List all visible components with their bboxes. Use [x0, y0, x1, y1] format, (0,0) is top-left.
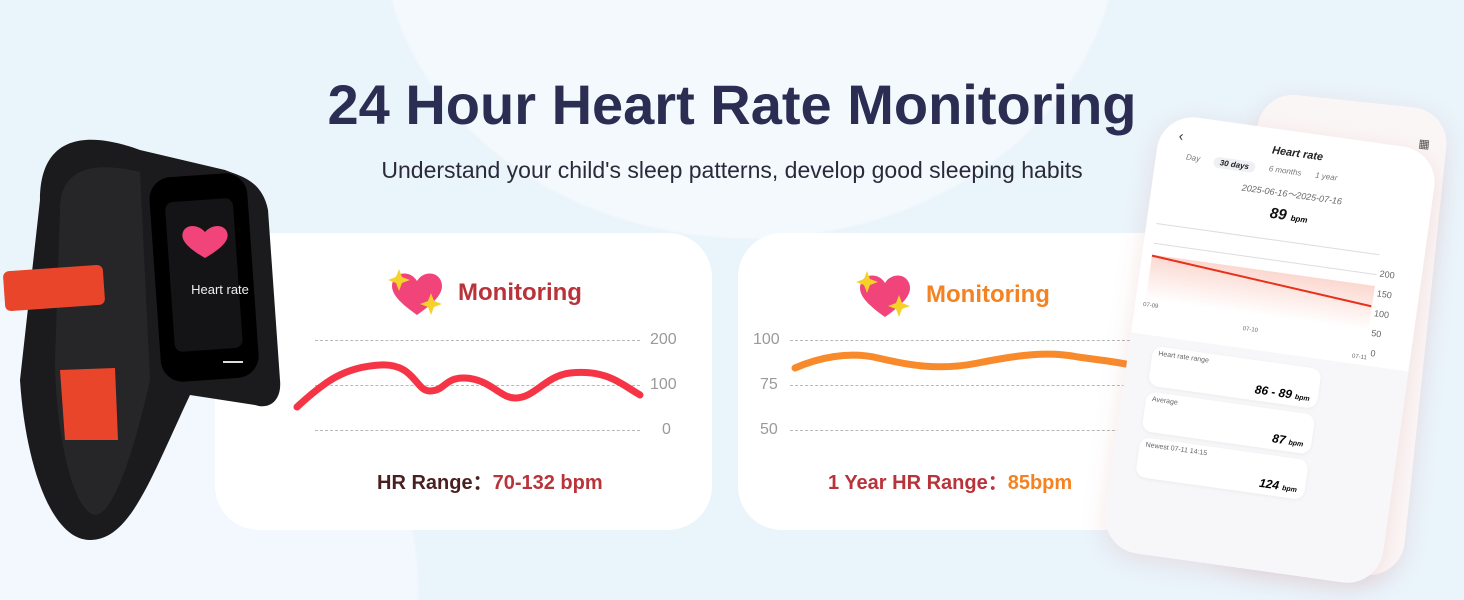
range-value: 70-132 bpm	[492, 472, 603, 494]
chart-area	[1145, 254, 1375, 331]
unit: bpm	[1294, 393, 1310, 403]
stat-label: Newest 07-11 14:15	[1145, 441, 1208, 458]
tick-label: 100	[1373, 308, 1390, 321]
tab-6-months[interactable]: 6 months	[1268, 164, 1303, 178]
tab-1-year[interactable]: 1 year	[1314, 170, 1338, 183]
tab-day[interactable]: Day	[1185, 152, 1201, 164]
tick-label: 50	[1370, 327, 1382, 340]
stat-value: 86 - 89	[1253, 382, 1293, 402]
tick-label: 07-11	[1351, 353, 1368, 362]
tick-label: 75	[760, 376, 778, 393]
sparkle-heart-icon	[388, 269, 442, 315]
unit: bpm	[1290, 213, 1309, 225]
calendar-icon: ▦	[1417, 136, 1431, 152]
tick-label: 200	[1379, 268, 1396, 281]
range-label: 1 Year HR Range：	[828, 472, 1008, 494]
stat-value: 87	[1271, 431, 1287, 447]
page-title: 24 Hour Heart Rate Monitoring	[327, 73, 1137, 136]
page-subtitle: Understand your child's sleep patterns, …	[381, 157, 1083, 183]
hr-range-card: Monitoring 200 100 0 HR Range：70-132 bpm	[215, 233, 712, 530]
gridline	[315, 385, 640, 386]
tick-label: 0	[1369, 348, 1377, 359]
stat-label: Average	[1151, 396, 1179, 407]
stat-label: Heart rate range	[1157, 350, 1210, 365]
tick-label: 200	[650, 331, 677, 348]
sparkle-heart-icon	[856, 271, 910, 317]
tick-label: 150	[1376, 288, 1393, 301]
tick-label: 100	[650, 376, 677, 393]
hr-range: HR Range：70-132 bpm	[377, 466, 603, 495]
gridline	[790, 340, 1135, 341]
range-value: 85bpm	[1007, 472, 1073, 494]
gridline	[315, 430, 640, 431]
heart-rate-line	[791, 350, 1139, 372]
heart-rate-line	[293, 361, 644, 411]
gridline	[315, 340, 640, 341]
value: 89	[1268, 204, 1288, 224]
tab-30-days[interactable]: 30 days	[1213, 156, 1256, 174]
card-title: Monitoring	[926, 281, 1050, 308]
gridline	[790, 430, 1135, 431]
band-screen-label: Heart rate	[191, 282, 249, 297]
fitness-band-image: Heart rate	[3, 139, 281, 540]
unit: bpm	[1281, 485, 1298, 495]
tick-label: 100	[753, 331, 780, 348]
range-label: HR Range：	[377, 472, 493, 494]
tick-label: 07-10	[1242, 326, 1259, 335]
card-title: Monitoring	[458, 279, 582, 306]
tick-label: 0	[662, 421, 671, 438]
gridline	[790, 385, 1135, 386]
hr-range: 1 Year HR Range：85bpm	[828, 466, 1072, 495]
tick-label: 07-09	[1142, 301, 1159, 311]
tick-label: 50	[760, 421, 778, 438]
unit: bpm	[1287, 439, 1304, 449]
stat-value: 124	[1258, 475, 1281, 493]
